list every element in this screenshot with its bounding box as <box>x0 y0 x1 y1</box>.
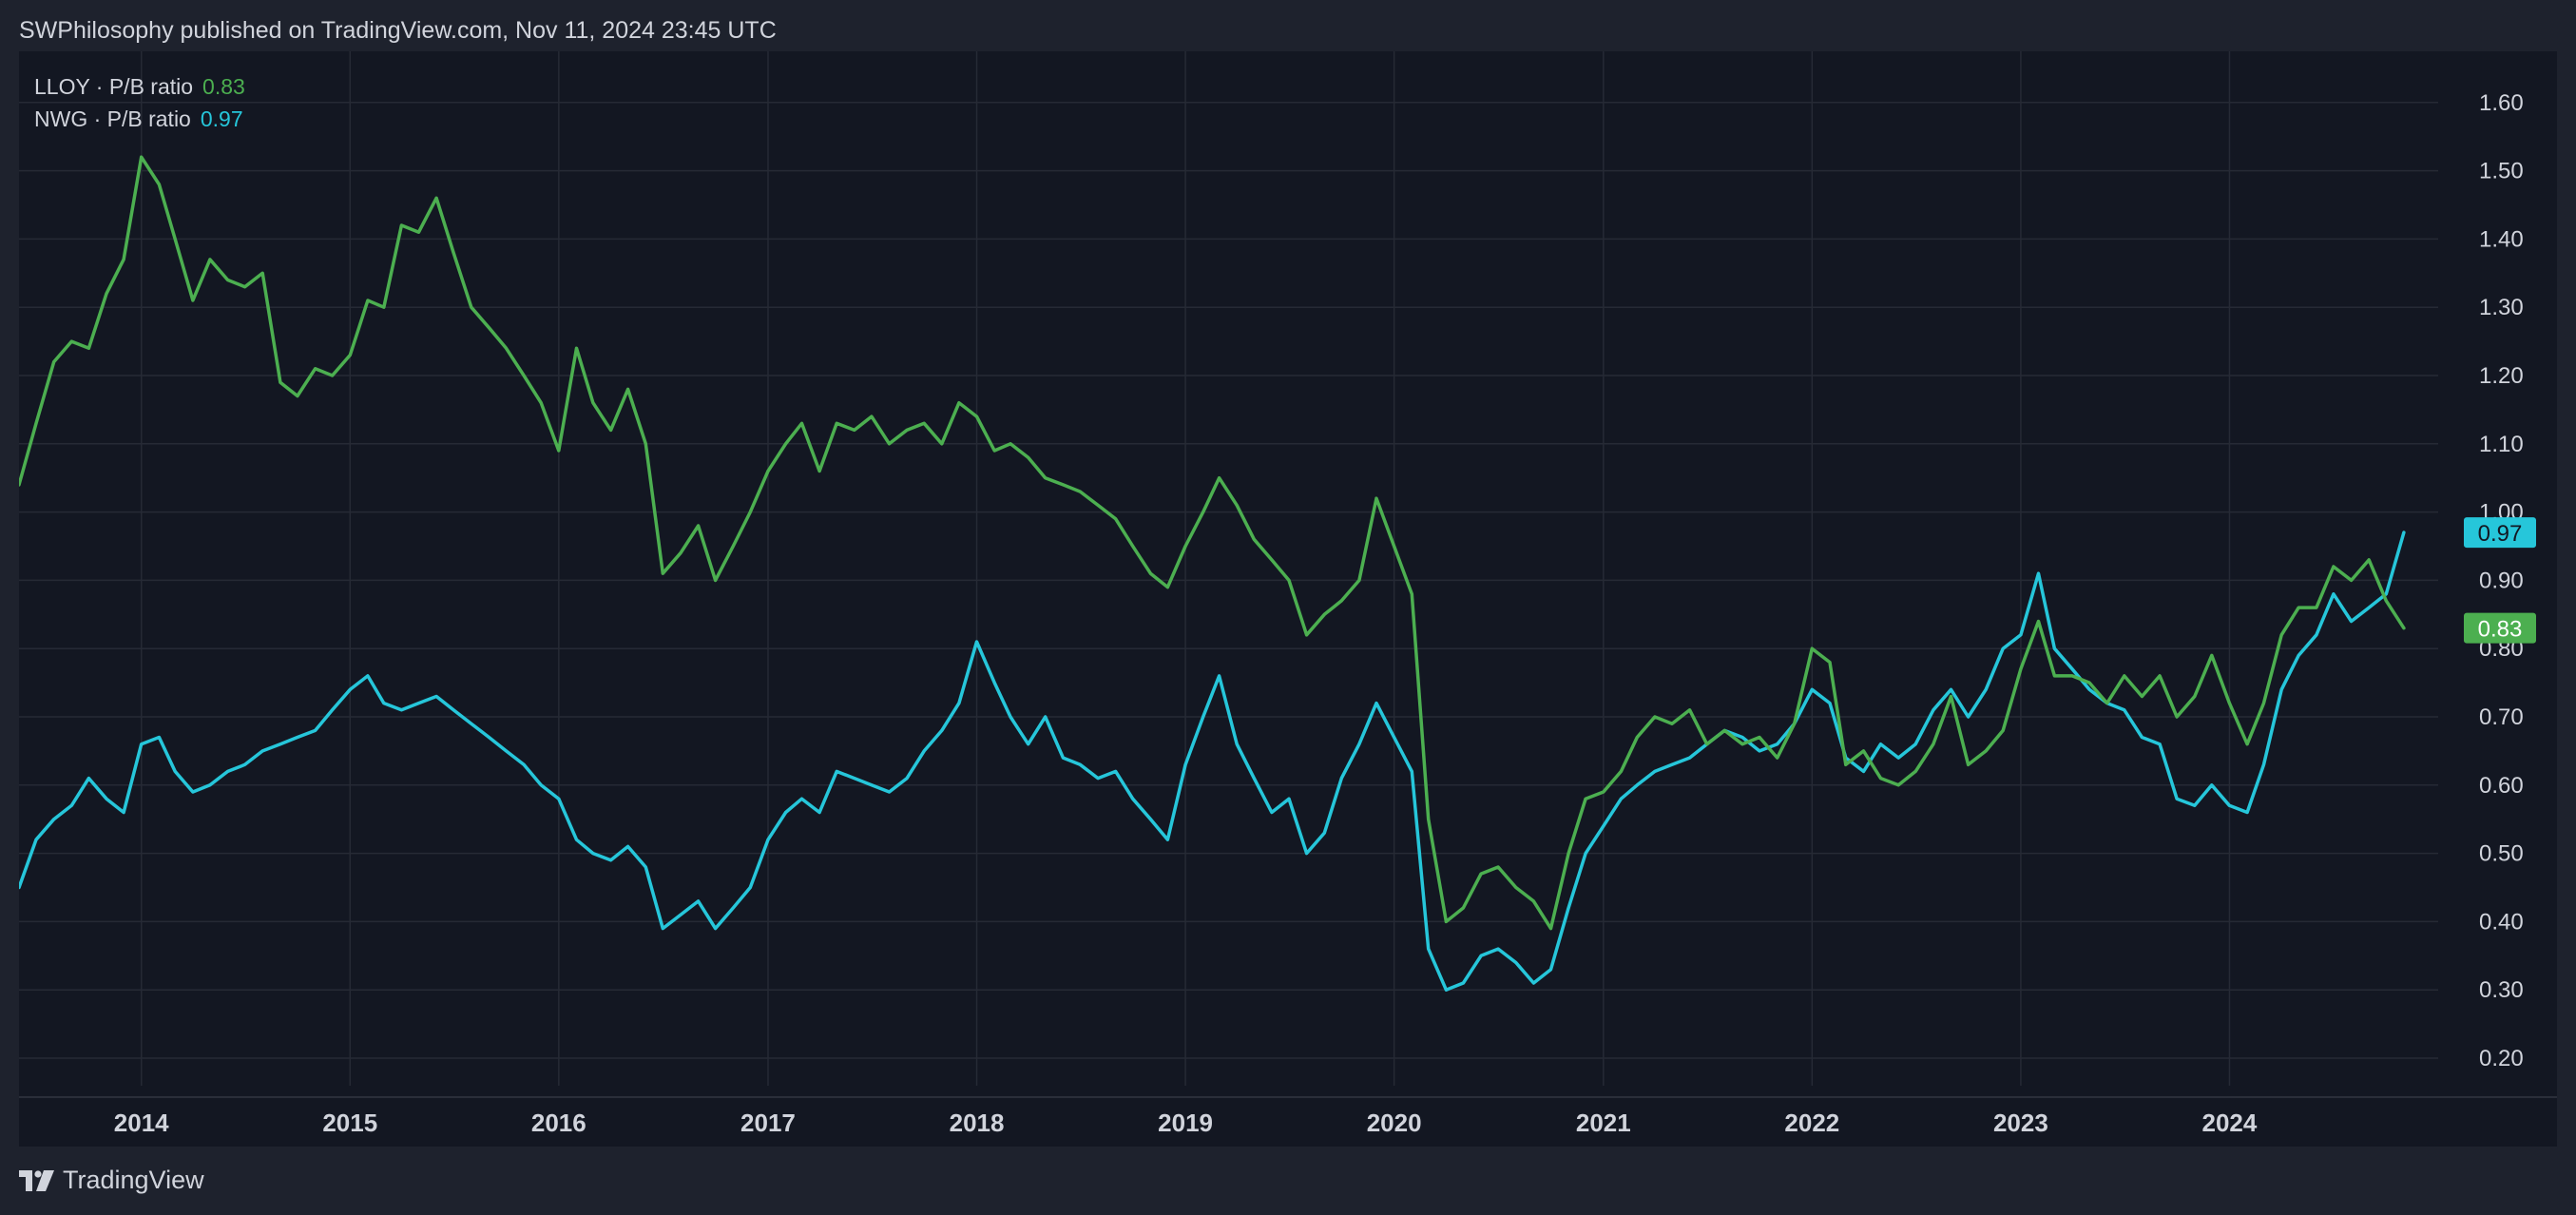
last-price-tag-lloy <box>2464 612 2536 644</box>
x-tick-label: 2023 <box>1993 1109 2048 1137</box>
last-price-tag-nwg <box>2464 517 2536 549</box>
y-tick-label: 0.70 <box>2479 704 2524 730</box>
y-tick-label: 1.40 <box>2479 226 2524 252</box>
y-tick-label: 0.50 <box>2479 841 2524 867</box>
x-tick-label: 2015 <box>322 1109 377 1137</box>
legend-nwg[interactable]: NWG · P/B ratio 0.97 <box>34 103 245 135</box>
y-tick-label: 0.60 <box>2479 773 2524 799</box>
y-tick-label: 0.90 <box>2479 568 2524 593</box>
price-chart[interactable]: 1.601.501.401.301.201.101.000.900.800.70… <box>19 51 2557 1147</box>
last-price-label-lloy: 0.83 <box>2478 617 2523 643</box>
tradingview-logo-icon <box>19 1169 54 1191</box>
y-tick-label: 0.40 <box>2479 909 2524 935</box>
legend-nwg-label: NWG · P/B ratio <box>34 106 191 131</box>
x-tick-label: 2019 <box>1158 1109 1213 1137</box>
series-legend: LLOY · P/B ratio 0.83 NWG · P/B ratio 0.97 <box>34 70 245 135</box>
x-tick-label: 2024 <box>2202 1109 2258 1137</box>
x-tick-label: 2016 <box>531 1109 586 1137</box>
x-tick-label: 2017 <box>740 1109 796 1137</box>
footer-brand: TradingView <box>63 1166 204 1194</box>
y-tick-label: 1.30 <box>2479 295 2524 320</box>
tradingview-footer[interactable]: TradingView <box>19 1166 204 1195</box>
y-tick-label: 1.50 <box>2479 159 2524 184</box>
x-tick-label: 2014 <box>114 1109 169 1137</box>
y-tick-label: 1.60 <box>2479 90 2524 116</box>
legend-nwg-value: 0.97 <box>200 106 243 131</box>
y-tick-label: 1.10 <box>2479 432 2524 457</box>
y-tick-label: 0.20 <box>2479 1046 2524 1071</box>
y-tick-label: 1.20 <box>2479 363 2524 389</box>
series-line-nwg <box>19 530 2406 992</box>
publisher-header: SWPhilosophy published on TradingView.co… <box>19 17 777 44</box>
last-price-label-nwg: 0.97 <box>2478 521 2523 547</box>
x-tick-label: 2020 <box>1367 1109 1422 1137</box>
legend-lloy-label: LLOY · P/B ratio <box>34 74 194 99</box>
x-tick-label: 2022 <box>1784 1109 1839 1137</box>
x-tick-label: 2018 <box>950 1109 1005 1137</box>
x-tick-label: 2021 <box>1576 1109 1631 1137</box>
chart-pane[interactable]: 1.60 1.50 1.40 1.30 1.20 1.10 1.00 0.90 0.80 0.70… <box>19 51 2557 1147</box>
legend-lloy-value: 0.83 <box>202 74 245 99</box>
legend-lloy[interactable]: LLOY · P/B ratio 0.83 <box>34 70 245 103</box>
y-tick-label: 0.30 <box>2479 977 2524 1003</box>
series-line-lloy <box>19 155 2406 931</box>
